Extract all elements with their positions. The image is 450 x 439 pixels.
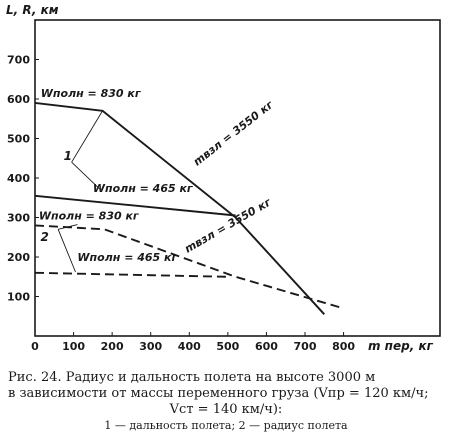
curve-number-label: 1	[64, 149, 72, 163]
caption-line-3: Vст = 140 км/ч):	[169, 402, 283, 417]
curve-annotation: Wполн = 830 кг	[39, 209, 140, 222]
caption-line-4: 1 — дальность полета; 2 — радиус полета	[104, 419, 348, 432]
curve-annotation: mвзл = 3550 кг	[191, 98, 277, 169]
series-line-1	[34, 101, 326, 315]
series	[34, 101, 344, 315]
series-line-1	[34, 194, 236, 217]
x-axis-label: m пер, кг	[368, 339, 434, 353]
curve-leader-line	[71, 161, 101, 191]
caption-line-2: в зависимости от массы переменного груза…	[8, 386, 429, 401]
ticks: 0 100 200 300 400 500 600 700 800 100 200 300 400 500…	[7, 54, 355, 354]
curve-leader-line	[57, 229, 76, 273]
curve-annotation: Wполн = 465 кг	[77, 251, 178, 264]
curve-annotation: Wполн = 465 кг	[93, 182, 194, 195]
curve-number-label: 2	[40, 230, 48, 244]
curve-annotation: mвзл = 3550 кг	[182, 195, 274, 256]
curve-leader-line	[71, 110, 103, 163]
y-tick-label: 500	[7, 133, 30, 146]
curve-leader-line	[58, 224, 78, 230]
x-tick-label: 300	[139, 340, 162, 353]
x-tick-label: 500	[216, 340, 239, 353]
x-tick-label: 800	[332, 340, 355, 353]
y-tick-label: 200	[7, 251, 30, 264]
curve-annotation: Wполн = 830 кг	[41, 87, 142, 100]
axes	[34, 19, 441, 337]
y-tick-label: 600	[7, 93, 30, 106]
caption-line-1: Рис. 24. Радиус и дальность полета на вы…	[8, 370, 376, 385]
x-tick-label: 200	[101, 340, 124, 353]
y-tick-label: 300	[7, 212, 30, 225]
plot-frame	[34, 19, 441, 337]
x-tick-label: 0	[31, 340, 39, 353]
y-tick-label: 700	[7, 54, 30, 67]
x-tick-label: 700	[294, 340, 317, 353]
y-tick-label: 400	[7, 172, 30, 185]
series-line-2	[34, 224, 344, 310]
y-tick-label: 100	[7, 291, 30, 304]
x-tick-label: 600	[255, 340, 278, 353]
series-line-2	[34, 271, 228, 278]
x-tick-label: 100	[62, 340, 85, 353]
y-axis-label: L, R, км	[6, 3, 59, 17]
figure-caption: Рис. 24. Радиус и дальность полета на вы…	[8, 370, 444, 434]
x-tick-label: 400	[178, 340, 201, 353]
chart: 0 100 200 300 400 500 600 700 800 100 200 300 400 500…	[6, 3, 441, 354]
